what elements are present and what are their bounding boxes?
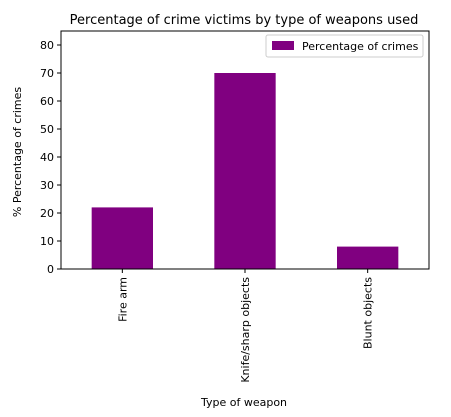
- legend: Percentage of crimes: [265, 34, 424, 58]
- legend-swatch: [272, 41, 294, 50]
- x-axis: Fire arm Knife/sharp objects Blunt objects: [116, 269, 375, 383]
- y-tick-label: 50: [40, 123, 54, 136]
- bar-blunt-objects: [337, 246, 399, 269]
- chart-title: Percentage of crime victims by type of w…: [70, 13, 419, 28]
- x-tick-label: Knife/sharp objects: [239, 277, 252, 383]
- y-axis-label: % Percentage of crimes: [11, 87, 24, 218]
- y-tick-label: 30: [40, 179, 54, 192]
- x-axis-label: Type of weapon: [200, 396, 287, 409]
- y-tick-label: 40: [40, 151, 54, 164]
- x-tick-label: Blunt objects: [362, 277, 375, 349]
- y-tick-label: 20: [40, 207, 54, 220]
- y-axis: 0 10 20 30 40 50 60 70 80: [40, 39, 61, 276]
- y-tick-label: 10: [40, 235, 54, 248]
- legend-label: Percentage of crimes: [302, 40, 419, 53]
- y-tick-label: 60: [40, 95, 54, 108]
- y-tick-label: 80: [40, 39, 54, 52]
- bar-series: [91, 73, 399, 269]
- bar-knife-sharp-objects: [214, 73, 276, 269]
- x-tick-label: Fire arm: [116, 277, 129, 322]
- y-tick-label: 70: [40, 67, 54, 80]
- plot-frame: [60, 30, 430, 270]
- y-tick-label: 0: [47, 263, 54, 276]
- legend-box: [265, 34, 424, 58]
- bar-fire-arm: [91, 207, 153, 269]
